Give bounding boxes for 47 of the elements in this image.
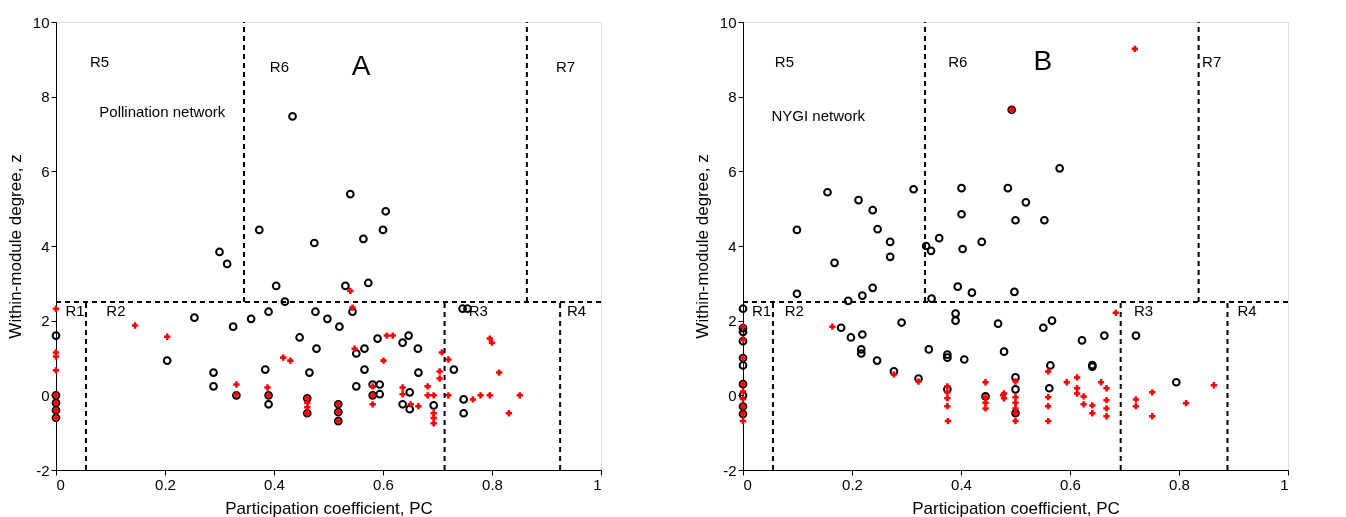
annotation: NYGI network [771,107,866,125]
annotation: A [351,49,371,81]
annotation: R7 [555,57,576,75]
annotation: R6 [948,53,968,71]
annotation: R7 [1202,53,1222,71]
y-axis-title: Within-module degree, z [5,154,25,339]
annotation: R4 [566,301,587,319]
x-tick-label: 0.4 [951,475,972,493]
x-tick-label: 0.4 [264,475,285,493]
y-tick-label: 4 [41,237,50,255]
y-tick-label: 8 [728,88,737,106]
annotation: R1 [751,301,772,319]
y-tick-label: 10 [719,13,737,31]
x-tick-label: 0.8 [482,475,503,493]
y-tick-label: 4 [728,237,737,255]
annotation: R5 [90,53,110,71]
x-axis-title: Participation coefficient, PC [225,498,433,517]
annotation: R3 [1133,301,1154,319]
y-tick-label: 2 [41,312,50,330]
annotation: R6 [269,57,290,75]
y-tick-label: 8 [41,88,50,106]
x-tick-label: 0.6 [373,475,394,493]
x-tick-label: 0 [743,475,752,493]
x-tick-label: 0.2 [155,475,176,493]
x-axis-title: Participation coefficient, PC [912,498,1120,517]
annotation: B [1033,45,1053,77]
x-tick-label: 0.2 [842,475,863,493]
y-tick-label: 2 [728,312,737,330]
y-tick-label: 6 [41,162,50,180]
y-tick-label: 10 [32,13,50,31]
y-tick-label: 0 [728,386,737,404]
annotation: R4 [1237,301,1257,319]
annotation: R2 [784,301,804,319]
annotation: R1 [65,301,85,319]
y-tick-label: -2 [36,461,50,479]
y-axis-title: Within-module degree, z [692,154,712,339]
y-tick-label: 6 [728,162,737,180]
x-tick-label: 1 [593,475,602,493]
x-tick-label: 1 [1280,475,1289,493]
y-tick-label: -2 [723,461,737,479]
annotation: R2 [106,301,126,319]
x-tick-label: 0.8 [1169,475,1190,493]
x-tick-label: 0.6 [1060,475,1081,493]
annotation: R5 [774,53,795,71]
y-tick-label: 0 [41,386,50,404]
x-tick-label: 0 [56,475,65,493]
annotation: Pollination network [99,102,226,120]
